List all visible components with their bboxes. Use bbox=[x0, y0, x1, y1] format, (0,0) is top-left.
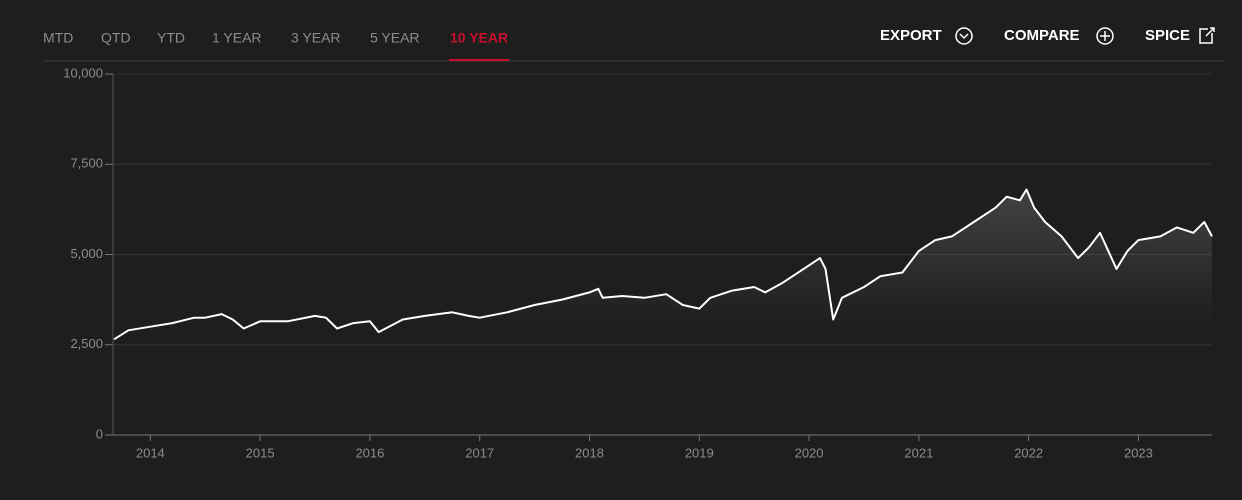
spice-icon[interactable] bbox=[1199, 28, 1213, 44]
action-button[interactable]: EXPORT bbox=[880, 27, 942, 44]
range-tab[interactable]: 5 YEAR bbox=[370, 30, 420, 46]
y-tick-label: 5,000 bbox=[70, 246, 103, 261]
y-tick-label: 0 bbox=[96, 426, 103, 441]
y-tick-label: 10,000 bbox=[63, 65, 103, 80]
range-tab[interactable]: MTD bbox=[43, 30, 73, 46]
range-tab[interactable]: QTD bbox=[101, 30, 131, 46]
y-tick-label: 7,500 bbox=[70, 156, 103, 171]
x-tick-label: 2019 bbox=[685, 445, 714, 460]
range-tab[interactable]: 3 YEAR bbox=[291, 30, 341, 46]
action-button[interactable]: SPICE bbox=[1145, 27, 1190, 44]
action-button[interactable]: COMPARE bbox=[1004, 27, 1080, 44]
x-tick-label: 2020 bbox=[795, 445, 824, 460]
x-tick-label: 2023 bbox=[1124, 445, 1153, 460]
y-tick-label: 2,500 bbox=[70, 336, 103, 351]
x-tick-label: 2014 bbox=[136, 445, 165, 460]
x-tick-label: 2015 bbox=[246, 445, 275, 460]
export-chevron bbox=[959, 33, 969, 40]
range-tab[interactable]: YTD bbox=[157, 30, 185, 46]
x-tick-label: 2018 bbox=[575, 445, 604, 460]
spice-arrow bbox=[1205, 27, 1215, 37]
icons bbox=[955, 27, 1215, 45]
area-fill bbox=[114, 189, 1213, 435]
range-tab[interactable]: 1 YEAR bbox=[212, 30, 262, 46]
x-tick-label: 2021 bbox=[904, 445, 933, 460]
x-tick-label: 2016 bbox=[355, 445, 384, 460]
export-icon[interactable] bbox=[955, 27, 973, 45]
price-line bbox=[113, 188, 1213, 341]
compare-icon[interactable] bbox=[1096, 27, 1114, 45]
x-tick-label: 2017 bbox=[465, 445, 494, 460]
range-tab[interactable]: 10 YEAR bbox=[450, 30, 508, 46]
x-tick-label: 2022 bbox=[1014, 445, 1043, 460]
